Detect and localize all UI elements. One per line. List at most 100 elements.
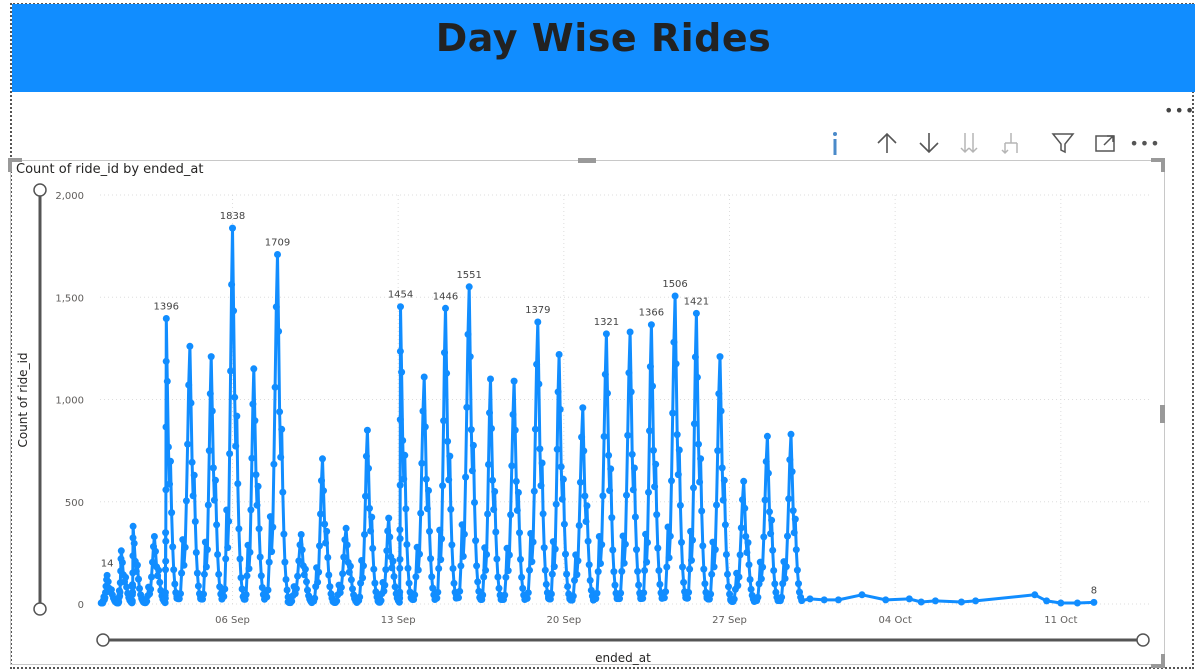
data-point[interactable] bbox=[759, 563, 767, 571]
data-point[interactable] bbox=[276, 408, 284, 416]
data-point[interactable] bbox=[761, 496, 769, 504]
data-point[interactable] bbox=[178, 569, 186, 577]
data-point[interactable] bbox=[541, 566, 549, 574]
data-point[interactable] bbox=[441, 349, 448, 357]
data-point[interactable] bbox=[447, 505, 455, 513]
data-point[interactable] bbox=[535, 380, 543, 388]
data-point[interactable] bbox=[484, 510, 492, 518]
data-point[interactable] bbox=[433, 594, 441, 602]
data-point[interactable] bbox=[510, 377, 518, 385]
data-point[interactable] bbox=[314, 578, 322, 586]
data-point[interactable] bbox=[349, 585, 356, 593]
data-point[interactable] bbox=[148, 573, 155, 581]
data-point[interactable] bbox=[679, 563, 686, 571]
data-point[interactable] bbox=[492, 528, 500, 536]
data-point[interactable] bbox=[483, 551, 491, 558]
data-point[interactable] bbox=[647, 321, 655, 329]
data-point[interactable] bbox=[649, 382, 656, 390]
data-point[interactable] bbox=[662, 588, 670, 596]
data-point[interactable] bbox=[547, 590, 555, 598]
data-point[interactable] bbox=[762, 458, 770, 465]
data-point[interactable] bbox=[834, 596, 842, 604]
data-point[interactable] bbox=[737, 524, 745, 532]
data-point[interactable] bbox=[143, 597, 151, 605]
data-point[interactable] bbox=[179, 536, 187, 544]
data-point[interactable] bbox=[606, 487, 614, 494]
data-point[interactable] bbox=[122, 573, 130, 581]
data-point[interactable] bbox=[222, 555, 230, 563]
data-point[interactable] bbox=[419, 407, 427, 415]
data-point[interactable] bbox=[798, 597, 806, 605]
data-point[interactable] bbox=[372, 588, 380, 596]
data-point[interactable] bbox=[573, 571, 581, 579]
data-point[interactable] bbox=[325, 571, 333, 579]
data-point[interactable] bbox=[643, 558, 651, 566]
data-point[interactable] bbox=[905, 595, 913, 603]
data-point[interactable] bbox=[605, 451, 613, 459]
data-point[interactable] bbox=[557, 463, 565, 471]
data-point[interactable] bbox=[789, 507, 797, 515]
data-point[interactable] bbox=[595, 533, 603, 540]
data-point[interactable] bbox=[760, 533, 768, 541]
data-point[interactable] bbox=[730, 595, 738, 603]
data-point[interactable] bbox=[389, 557, 397, 565]
data-point[interactable] bbox=[1031, 591, 1039, 599]
data-point[interactable] bbox=[1090, 598, 1098, 606]
data-point[interactable] bbox=[652, 460, 660, 468]
data-point[interactable] bbox=[456, 587, 464, 595]
data-point[interactable] bbox=[136, 585, 143, 592]
data-point[interactable] bbox=[617, 589, 625, 597]
data-point[interactable] bbox=[644, 539, 651, 546]
data-point[interactable] bbox=[467, 426, 475, 434]
data-point[interactable] bbox=[162, 566, 169, 574]
data-point[interactable] bbox=[185, 381, 193, 389]
data-point[interactable] bbox=[533, 360, 541, 368]
data-point[interactable] bbox=[604, 389, 611, 397]
data-point[interactable] bbox=[235, 525, 243, 533]
data-point[interactable] bbox=[231, 393, 239, 401]
data-point[interactable] bbox=[687, 527, 695, 535]
data-point[interactable] bbox=[104, 578, 112, 586]
data-point[interactable] bbox=[202, 563, 210, 571]
data-point[interactable] bbox=[592, 595, 600, 603]
data-point[interactable] bbox=[181, 543, 189, 551]
arrow-down-icon[interactable] bbox=[914, 128, 944, 158]
data-point[interactable] bbox=[368, 513, 376, 521]
data-point[interactable] bbox=[167, 457, 174, 465]
data-point[interactable] bbox=[457, 562, 465, 570]
data-point[interactable] bbox=[303, 578, 310, 586]
data-point[interactable] bbox=[371, 579, 379, 587]
data-point[interactable] bbox=[481, 544, 489, 552]
data-point[interactable] bbox=[716, 353, 724, 361]
data-point[interactable] bbox=[581, 492, 589, 500]
data-point[interactable] bbox=[182, 497, 190, 505]
data-point[interactable] bbox=[272, 303, 280, 311]
data-point[interactable] bbox=[778, 593, 786, 601]
data-point[interactable] bbox=[931, 597, 939, 605]
data-point[interactable] bbox=[220, 593, 228, 600]
data-point[interactable] bbox=[166, 480, 173, 488]
data-point[interactable] bbox=[696, 478, 704, 486]
data-point[interactable] bbox=[223, 506, 231, 514]
data-point[interactable] bbox=[226, 450, 234, 458]
data-point[interactable] bbox=[691, 353, 699, 361]
data-point[interactable] bbox=[323, 527, 331, 535]
data-point[interactable] bbox=[128, 597, 136, 605]
data-point[interactable] bbox=[443, 369, 451, 377]
data-point[interactable] bbox=[388, 564, 396, 572]
data-point[interactable] bbox=[530, 487, 538, 495]
data-point[interactable] bbox=[200, 590, 207, 598]
data-point[interactable] bbox=[187, 399, 195, 407]
data-point[interactable] bbox=[480, 573, 488, 581]
data-point[interactable] bbox=[436, 526, 444, 534]
data-point[interactable] bbox=[294, 572, 302, 580]
data-point[interactable] bbox=[616, 595, 623, 603]
data-point[interactable] bbox=[552, 500, 560, 508]
data-point[interactable] bbox=[233, 412, 241, 420]
data-point[interactable] bbox=[161, 594, 169, 602]
data-point[interactable] bbox=[660, 594, 668, 602]
data-point[interactable] bbox=[250, 365, 258, 373]
data-point[interactable] bbox=[359, 574, 367, 582]
double-arrow-down-icon[interactable] bbox=[954, 128, 984, 158]
data-point[interactable] bbox=[326, 583, 334, 591]
